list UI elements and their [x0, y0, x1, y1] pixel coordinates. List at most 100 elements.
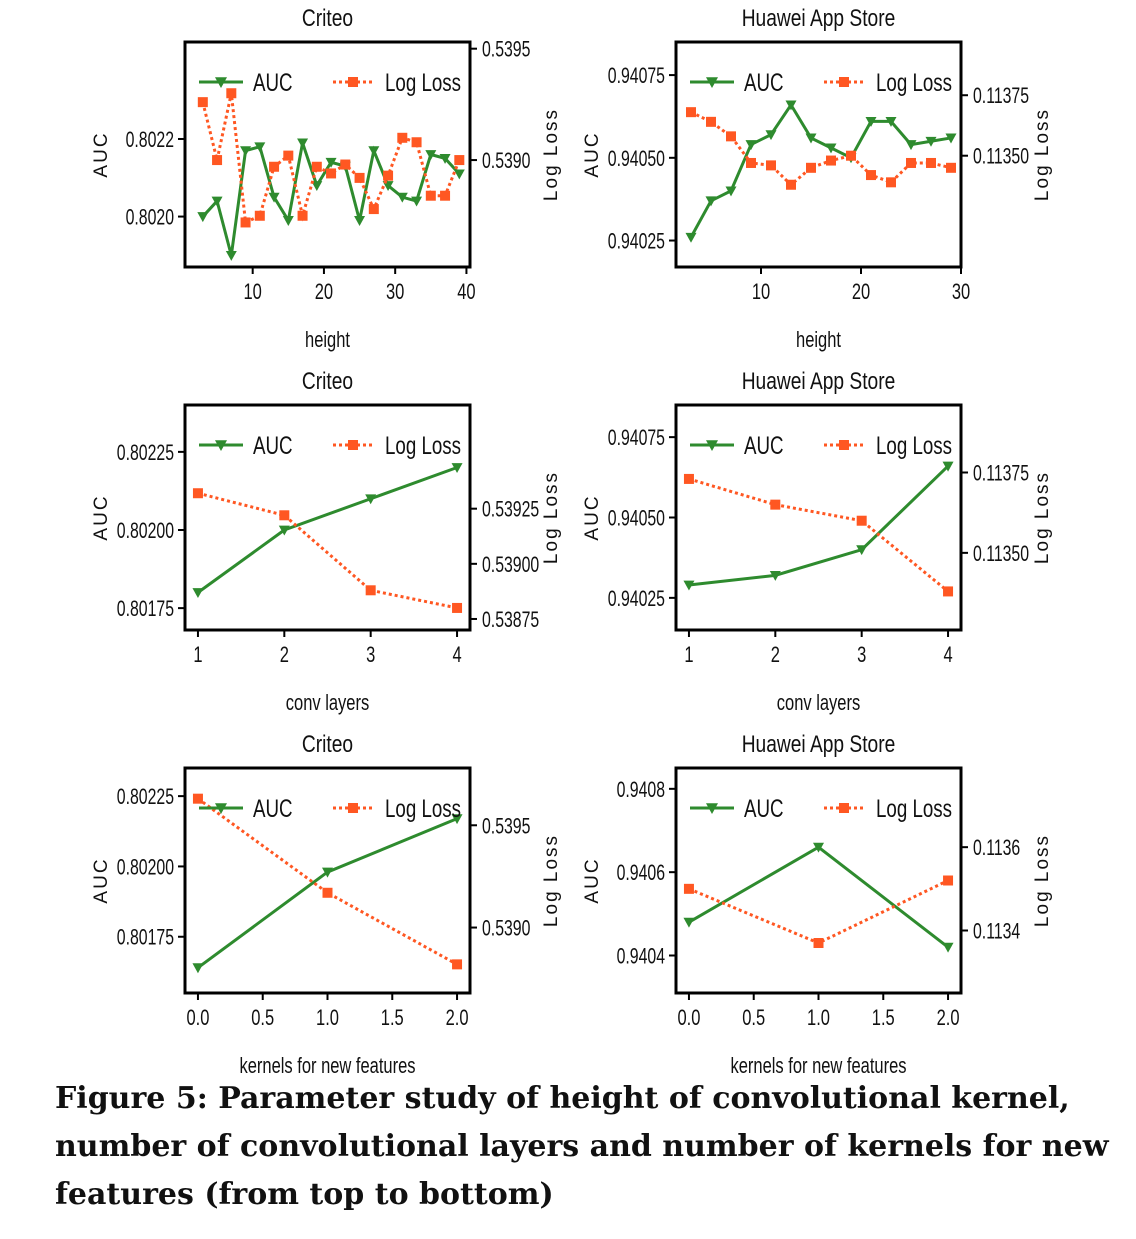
auc-point	[254, 142, 266, 153]
auc-point	[905, 140, 917, 151]
legend: AUC Log Loss	[690, 68, 952, 97]
chart-title: Criteo	[302, 367, 353, 395]
x-tick-label: 2	[771, 643, 780, 668]
auc-point	[197, 212, 209, 223]
auc-line	[689, 102, 952, 238]
legend: AUC Log Loss	[199, 794, 461, 823]
auc-line	[688, 464, 950, 587]
logloss-point	[322, 887, 333, 898]
x-tick-label: 3	[366, 643, 375, 668]
logloss-point	[943, 586, 954, 597]
logloss-line	[201, 92, 461, 225]
logloss-point	[354, 172, 365, 183]
auc-point	[785, 100, 797, 111]
y-tick-label: 0.8022	[126, 129, 174, 153]
auc-point	[225, 250, 237, 261]
x-axis-label: kernels for new features	[239, 1054, 415, 1079]
auc-point	[945, 133, 957, 144]
y-tick-label: 0.9406	[617, 862, 665, 886]
x-tick-label: 0.5	[251, 1006, 274, 1031]
auc-point	[856, 545, 868, 556]
y-tick-label: 0.80200	[117, 856, 174, 880]
y2-axis-label: Log Loss	[1032, 471, 1053, 564]
auc-point	[453, 169, 465, 180]
legend-auc-label: AUC	[744, 794, 784, 822]
y2-axis-label: Log Loss	[541, 834, 562, 927]
logloss-point	[683, 883, 694, 894]
legend-logloss-label: Log Loss	[385, 431, 461, 459]
y2-tick-label: 0.53875	[482, 609, 539, 633]
chart-title: Huawei App Store	[742, 4, 896, 32]
y2-axis-label: Log Loss	[1032, 834, 1053, 927]
legend-auc-label: AUC	[253, 68, 293, 96]
y2-tick-label: 0.5390	[482, 917, 530, 941]
plot-frame	[674, 766, 963, 995]
logloss-point	[452, 959, 463, 970]
y-tick-label: 0.80225	[117, 442, 174, 466]
x-tick-label: 1	[684, 643, 693, 668]
legend: AUC Log Loss	[199, 68, 461, 97]
y-axis-label: AUC	[91, 857, 112, 903]
x-tick-label: 10	[752, 280, 771, 305]
x-tick-label: 20	[852, 280, 871, 305]
x-axis-label: conv layers	[777, 691, 861, 716]
logloss-point	[813, 938, 824, 948]
legend-auc-label: AUC	[744, 431, 784, 459]
logloss-point	[192, 488, 203, 499]
legend-logloss-label: Log Loss	[385, 794, 461, 822]
x-tick-label: 2.0	[446, 1006, 469, 1031]
auc-point	[451, 463, 463, 473]
x-axis-label: height	[305, 328, 350, 353]
auc-point	[683, 917, 695, 928]
logloss-point	[279, 510, 290, 521]
auc-point	[685, 232, 697, 243]
x-tick-label: 1.5	[381, 1006, 404, 1031]
legend-auc-marker	[215, 440, 227, 451]
legend-logloss-label: Log Loss	[385, 68, 461, 96]
auc-line	[688, 845, 949, 949]
logloss-point	[806, 162, 816, 173]
auc-point	[311, 181, 323, 192]
logloss-point	[846, 150, 856, 161]
y2-tick-label: 0.11350	[973, 145, 1029, 169]
auc-point	[425, 150, 437, 160]
y-axis-label: AUC	[91, 131, 112, 177]
logloss-point	[454, 155, 465, 166]
y2-tick-label: 0.5395	[482, 815, 530, 839]
logloss-point	[906, 157, 916, 168]
x-tick-label: 20	[315, 280, 334, 305]
y2-tick-label: 0.5395	[482, 38, 530, 62]
panel-6: Huawei App Store 0.0 0.5 1.0 1.5 2.0 kernels f…	[582, 730, 1053, 1079]
y-tick-label: 0.9408	[617, 778, 665, 802]
chart-title: Huawei App Store	[742, 367, 896, 395]
y-axis-label: AUC	[91, 494, 112, 540]
x-tick-label: 1.0	[316, 1006, 339, 1031]
panel-2: Huawei App Store 10 20 30 height 0.94025 0.940…	[582, 4, 1053, 353]
legend-auc-label: AUC	[744, 68, 784, 96]
x-tick-label: 0.5	[742, 1006, 765, 1031]
auc-point	[396, 192, 408, 203]
logloss-point	[766, 160, 776, 171]
y2-tick-label: 0.53900	[482, 553, 539, 577]
y-tick-label: 0.9404	[617, 945, 666, 969]
auc-point	[192, 588, 204, 598]
legend-logloss-label: Log Loss	[876, 431, 952, 459]
y2-tick-label: 0.5390	[482, 150, 530, 174]
x-tick-label: 4	[943, 643, 952, 668]
logloss-point	[226, 88, 237, 99]
logloss-line	[197, 797, 458, 966]
legend: AUC Log Loss	[690, 794, 952, 823]
auc-point	[325, 157, 337, 168]
chart-title: Criteo	[302, 730, 353, 758]
panel-4: Huawei App Store 1 2 3 4 conv layers 0.94025 0.…	[582, 367, 1053, 716]
legend-auc-marker	[215, 803, 227, 814]
logloss-line	[197, 491, 458, 610]
auc-point	[297, 138, 309, 149]
auc-point	[745, 140, 757, 151]
x-tick-label: 2.0	[937, 1006, 960, 1031]
auc-point	[368, 146, 380, 157]
legend-auc-label: AUC	[253, 431, 293, 459]
legend-auc-marker	[706, 77, 718, 88]
y-axis-label: AUC	[582, 494, 603, 540]
logloss-point	[726, 131, 736, 142]
